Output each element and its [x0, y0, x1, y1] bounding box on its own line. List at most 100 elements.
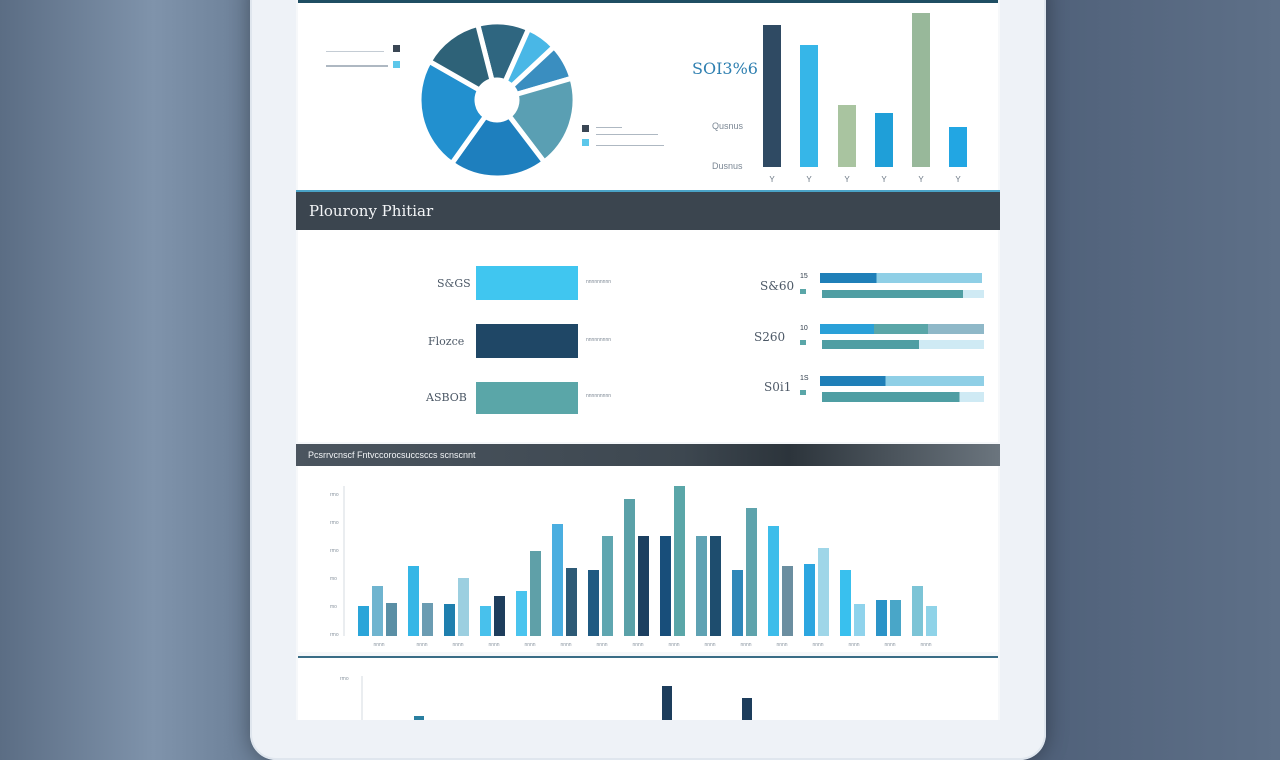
grouped-bar — [408, 566, 419, 636]
y-tick-label: mo — [330, 604, 337, 610]
legend-swatch — [393, 61, 400, 68]
grouped-bar — [444, 604, 455, 636]
y-tick-label: rmo — [330, 520, 339, 526]
metric-tag: 1S — [800, 375, 809, 382]
grouped-bar — [602, 536, 613, 636]
x-tick-label: nnnn — [920, 642, 931, 648]
pie-slice — [425, 21, 496, 94]
bottom-chart-panel: rmo — [298, 656, 998, 720]
bar-axis-label: Qusnus — [712, 121, 744, 131]
progress-bar — [822, 340, 984, 349]
legend-swatch — [800, 340, 806, 345]
x-tick-label: nnnn — [812, 642, 823, 648]
grouped-bar — [710, 536, 721, 636]
legend-swatch — [800, 390, 806, 395]
grouped-bar — [458, 578, 469, 636]
top-panel: SOI3%6 Qusnus Dusnus Y Y Y Y Y Y — [298, 0, 998, 193]
dashboard-screen: SOI3%6 Qusnus Dusnus Y Y Y Y Y Y Plourony Phi… — [296, 0, 1000, 720]
legend-line — [596, 145, 664, 146]
grouped-bar — [782, 566, 793, 636]
grouped-bar — [422, 603, 433, 636]
x-tick-label: nnnn — [704, 642, 715, 648]
x-tick-label: nnnn — [452, 642, 463, 648]
metric-label: S&GS — [437, 277, 471, 290]
bar-axis-label: Dusnus — [712, 161, 743, 171]
headline-value: SOI3%6 — [692, 59, 758, 78]
grouped-bar-panel: rmo rmo rmo mo mo rmo nnnn nnnn nnnn nnnn nnnn nnnn… — [298, 466, 998, 652]
x-tick-label: nnnn — [740, 642, 751, 648]
top-bar — [875, 113, 893, 167]
progress-bar — [822, 290, 984, 298]
grouped-bar — [732, 570, 743, 636]
metric-tag: 10 — [800, 325, 808, 332]
grouped-bar — [530, 551, 541, 636]
metric-note: nnnnnnnnn — [586, 279, 612, 285]
metric-note: nnnnnnnnn — [586, 337, 612, 343]
grouped-bar — [804, 564, 815, 636]
grouped-bar — [674, 486, 685, 636]
bottom-bar-chart: rmo — [340, 676, 752, 720]
x-tick-label: Y — [955, 175, 961, 184]
metric-label: S&60 — [760, 279, 795, 293]
grouped-bar — [890, 600, 901, 636]
legend-line — [596, 127, 622, 128]
grouped-bar — [480, 606, 491, 636]
legend-line — [326, 51, 384, 52]
metric-bar — [476, 266, 578, 300]
grouped-bar — [386, 603, 397, 636]
x-tick-label: Y — [769, 175, 775, 184]
grouped-bar — [624, 499, 635, 636]
metric-label: S260 — [754, 330, 786, 344]
grouped-bar — [372, 586, 383, 636]
x-tick-label: nnnn — [848, 642, 859, 648]
progress-bar — [820, 324, 984, 334]
x-tick-label: Y — [918, 175, 924, 184]
grouped-bar — [588, 570, 599, 636]
top-bar — [763, 25, 781, 167]
metric-label: Flozce — [428, 335, 465, 348]
top-bar — [800, 45, 818, 167]
x-tick-label: nnnn — [596, 642, 607, 648]
metrics-panel: S&GS nnnnnnnnn Flozce nnnnnnnnn ASBOB nn… — [298, 230, 998, 442]
y-tick-label: rmo — [330, 492, 339, 498]
grouped-bar — [926, 606, 937, 636]
x-tick-label: nnnn — [632, 642, 643, 648]
grouped-bar — [638, 536, 649, 636]
grouped-bar — [854, 604, 865, 636]
x-tick-label: nnnn — [488, 642, 499, 648]
x-tick-label: Y — [806, 175, 812, 184]
y-tick-label: mo — [330, 576, 337, 582]
grouped-bar — [494, 596, 505, 636]
metric-bar — [476, 382, 578, 414]
pie-slice — [416, 57, 489, 168]
grouped-bar — [660, 536, 671, 636]
metric-note: nnnnnnnnn — [586, 393, 612, 399]
legend-swatch — [582, 139, 589, 146]
grouped-bar — [818, 548, 829, 636]
bottom-bar — [742, 698, 752, 720]
legend-line — [326, 65, 388, 67]
grouped-bar — [768, 526, 779, 636]
grouped-bar — [696, 536, 707, 636]
y-tick-label: rmo — [340, 676, 349, 682]
pie-chart — [416, 19, 578, 181]
metric-label: S0i1 — [764, 380, 792, 394]
section-title: Pcsrrvcnscf Fntvccorocsuccsccs scnscnnt — [308, 450, 476, 460]
bottom-bar — [414, 716, 424, 720]
x-tick-label: nnnn — [668, 642, 679, 648]
grouped-bar — [566, 568, 577, 636]
section-title: Plourony Phitiar — [309, 202, 434, 220]
grouped-bar — [876, 600, 887, 636]
grouped-bar-chart: rmo rmo rmo mo mo rmo nnnn nnnn nnnn nnnn nnnn nnnn… — [330, 486, 937, 648]
metric-bar — [476, 324, 578, 358]
legend-swatch — [582, 125, 589, 132]
metric-tag: 15 — [800, 273, 808, 280]
grouped-bar — [552, 524, 563, 636]
x-tick-label: nnnn — [884, 642, 895, 648]
legend-swatch — [393, 45, 400, 52]
top-bar — [912, 13, 930, 167]
grouped-bar — [912, 586, 923, 636]
progress-bar — [820, 273, 982, 283]
progress-bar — [820, 376, 984, 386]
